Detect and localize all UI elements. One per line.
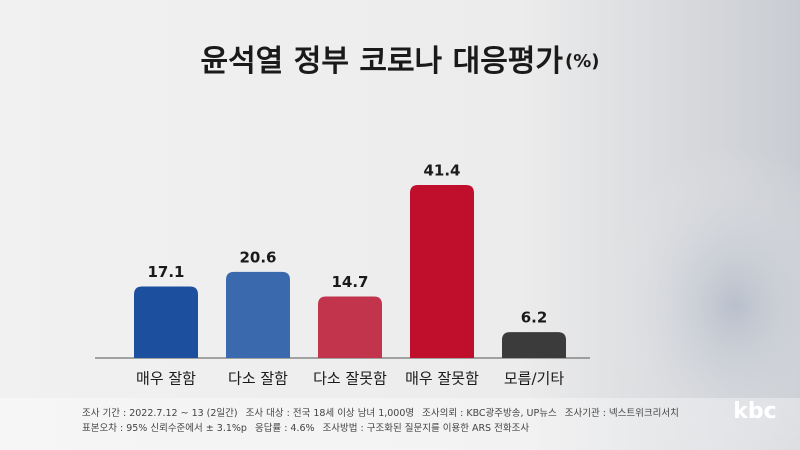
chart-title: 윤석열 정부 코로나 대응평가 (%) xyxy=(200,44,599,79)
footnote-item: 표본오차 : 95% 신뢰수준에서 ± 3.1%p xyxy=(82,422,247,434)
bar xyxy=(502,332,566,358)
footnote-item: 조사의뢰 : KBC광주방송, UP뉴스 xyxy=(422,407,557,419)
data-label: 20.6 xyxy=(239,248,276,266)
x-tick-label: 매우 잘함 xyxy=(136,370,196,388)
x-tick-label: 매우 잘못함 xyxy=(405,370,479,388)
title-text: 윤석열 정부 코로나 대응평가 xyxy=(200,44,563,79)
x-tick-label: 다소 잘못함 xyxy=(313,370,387,388)
footnote-item: 조사 대상 : 전국 18세 이상 남녀 1,000명 xyxy=(246,408,415,419)
x-tick-label: 모름/기타 xyxy=(504,370,564,388)
footnote-item: 조사 기간 : 2022.7.12 ~ 13 (2일간) xyxy=(82,408,238,419)
footnote: 조사 기간 : 2022.7.12 ~ 13 (2일간) 조사 대상 : 전국 1… xyxy=(82,407,679,419)
footnote-item: 응답률 : 4.6% xyxy=(255,422,315,434)
bar xyxy=(134,286,198,358)
bar xyxy=(318,296,382,358)
background-photo xyxy=(540,130,800,450)
footnote-item: 조사기관 : 넥스트위크리서치 xyxy=(565,407,679,419)
unit: (%) xyxy=(565,51,600,72)
data-label: 17.1 xyxy=(147,263,184,281)
logo: kbc xyxy=(733,399,776,424)
footnote-item: 조사방법 : 구조화된 질문지를 이용한 ARS 전화조사 xyxy=(323,422,530,434)
x-tick-label: 다소 잘함 xyxy=(228,370,288,388)
footer-band xyxy=(0,398,800,450)
data-label: 6.2 xyxy=(521,309,548,327)
footnote: 표본오차 : 95% 신뢰수준에서 ± 3.1%p 응답률 : 4.6% 조사방법 … xyxy=(82,422,529,434)
bar xyxy=(410,184,474,358)
data-label: 14.7 xyxy=(331,273,368,291)
data-label: 41.4 xyxy=(423,161,460,179)
bar xyxy=(226,271,290,358)
